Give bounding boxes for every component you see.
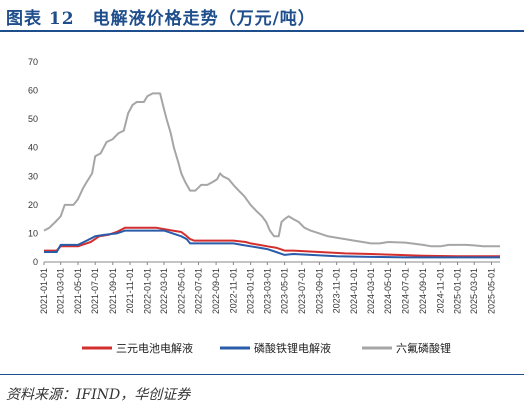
x-tick-label: 2022-09-01 [211, 268, 221, 314]
x-tick-label: 2024-01-01 [349, 268, 359, 314]
series-lines [43, 92, 500, 259]
source-note: 资料来源：IFIND，华创证券 [6, 387, 191, 403]
x-axis-ticks: 2021-01-01 2021-03-01 2021-05-01 2021-07-01… [39, 262, 497, 314]
y-tick-label: 0 [33, 257, 38, 267]
series-line-3 [43, 92, 500, 248]
x-tick-label: 2023-11-01 [332, 268, 342, 313]
x-tick-label: 2021-07-01 [90, 268, 100, 314]
x-tick-label: 2023-01-01 [246, 268, 256, 314]
y-tick-label: 70 [28, 57, 38, 67]
x-tick-label: 2023-05-01 [280, 268, 290, 314]
y-tick-label: 60 [28, 86, 38, 96]
legend-label-2: 磷酸铁锂电解液 [254, 341, 331, 355]
x-tick-label: 2022-03-01 [159, 268, 169, 314]
y-tick-label: 40 [28, 143, 38, 153]
figure-title: 图表 12 电解液价格走势（万元/吨） [6, 9, 316, 29]
legend-label-1: 三元电池电解液 [116, 341, 193, 355]
x-tick-label: 2025-05-01 [487, 268, 497, 314]
x-tick-label: 2022-05-01 [176, 268, 186, 314]
x-tick-label: 2024-09-01 [418, 268, 428, 314]
x-tick-label: 2024-07-01 [400, 268, 410, 314]
title-rule [0, 30, 524, 32]
series-line-2 [44, 229, 500, 259]
x-tick-label: 2025-03-01 [469, 268, 479, 314]
y-tick-label: 20 [28, 200, 38, 210]
x-tick-label: 2021-01-01 [39, 268, 49, 314]
x-tick-label: 2024-05-01 [383, 268, 393, 314]
x-tick-label: 2021-03-01 [56, 268, 66, 314]
x-tick-label: 2021-09-01 [108, 268, 118, 314]
y-tick-label: 30 [28, 171, 38, 181]
x-tick-label: 2021-11-01 [125, 268, 135, 313]
x-tick-label: 2023-09-01 [314, 268, 324, 314]
x-tick-label: 2021-05-01 [73, 268, 83, 314]
series-line-1 [44, 226, 500, 258]
x-tick-label: 2022-11-01 [228, 268, 238, 313]
x-tick-label: 2023-03-01 [262, 268, 272, 314]
x-tick-label: 2025-01-01 [453, 268, 463, 314]
x-tick-label: 2024-03-01 [366, 268, 376, 314]
x-tick-label: 2023-07-01 [297, 268, 307, 314]
x-tick-label: 2022-07-01 [194, 268, 204, 314]
legend-label-3: 六氟磷酸锂 [396, 341, 451, 355]
x-tick-label: 2024-11-01 [435, 268, 445, 313]
legend: 三元电池电解液 磷酸铁锂电解液 六氟磷酸锂 [82, 341, 451, 355]
footer-rule [0, 374, 524, 375]
y-tick-label: 50 [28, 114, 38, 124]
x-tick-label: 2022-01-01 [142, 268, 152, 314]
y-axis-ticks: 0 10 20 30 40 50 60 70 [28, 57, 38, 267]
y-tick-label: 10 [28, 228, 38, 238]
